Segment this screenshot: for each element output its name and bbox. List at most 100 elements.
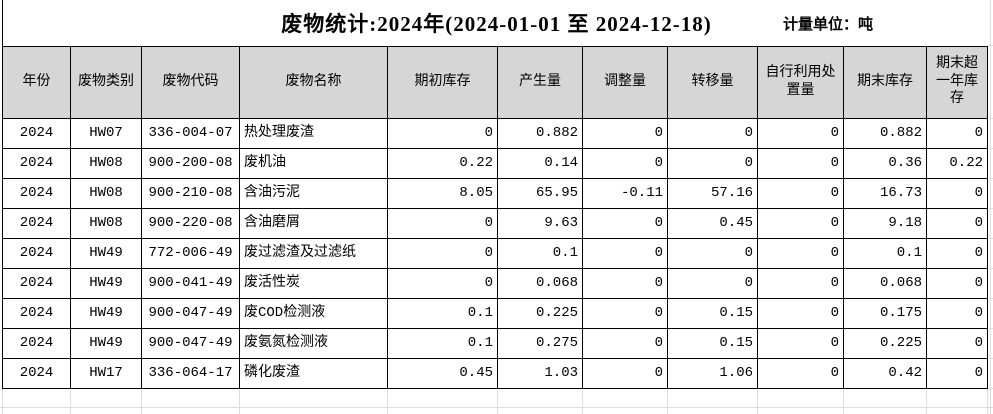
cell-year[interactable]: 2024 xyxy=(3,209,71,239)
cell-closing-stock[interactable]: 0.175 xyxy=(844,299,927,329)
cell-closing-stock[interactable]: 0.882 xyxy=(844,119,927,149)
cell-generated[interactable]: 0.14 xyxy=(498,149,583,179)
cell-self-disposed[interactable]: 0 xyxy=(758,329,844,359)
cell-transferred[interactable]: 0.15 xyxy=(668,329,758,359)
cell-generated[interactable]: 0.275 xyxy=(498,329,583,359)
cell-opening-stock[interactable]: 0.1 xyxy=(388,299,498,329)
cell-opening-stock[interactable]: 0 xyxy=(388,119,498,149)
cell-closing-over-one-year[interactable]: 0 xyxy=(927,269,988,299)
column-header-waste-category[interactable]: 废物类别 xyxy=(71,47,142,119)
cell-transferred[interactable]: 0.45 xyxy=(668,209,758,239)
cell-year[interactable]: 2024 xyxy=(3,269,71,299)
cell-year[interactable]: 2024 xyxy=(3,239,71,269)
cell-waste-category[interactable]: HW17 xyxy=(71,359,142,389)
cell-adjusted[interactable]: 0 xyxy=(583,209,668,239)
cell-adjusted[interactable]: 0 xyxy=(583,359,668,389)
cell-waste-name[interactable]: 废机油 xyxy=(240,149,388,179)
cell-waste-name[interactable]: 含油污泥 xyxy=(240,179,388,209)
cell-adjusted[interactable]: 0 xyxy=(583,119,668,149)
cell-transferred[interactable]: 1.06 xyxy=(668,359,758,389)
cell-adjusted[interactable]: 0 xyxy=(583,299,668,329)
cell-waste-name[interactable]: 热处理废渣 xyxy=(240,119,388,149)
cell-waste-code[interactable]: 900-041-49 xyxy=(142,269,240,299)
cell-waste-code[interactable]: 772-006-49 xyxy=(142,239,240,269)
column-header-generated[interactable]: 产生量 xyxy=(498,47,583,119)
cell-self-disposed[interactable]: 0 xyxy=(758,359,844,389)
cell-closing-stock[interactable]: 0.42 xyxy=(844,359,927,389)
cell-waste-category[interactable]: HW08 xyxy=(71,149,142,179)
cell-opening-stock[interactable]: 0 xyxy=(388,269,498,299)
cell-closing-over-one-year[interactable]: 0 xyxy=(927,209,988,239)
cell-closing-stock[interactable]: 9.18 xyxy=(844,209,927,239)
column-header-self-disposed[interactable]: 自行利用处置量 xyxy=(758,47,844,119)
cell-generated[interactable]: 1.03 xyxy=(498,359,583,389)
cell-waste-name[interactable]: 废COD检测液 xyxy=(240,299,388,329)
cell-waste-code[interactable]: 900-210-08 xyxy=(142,179,240,209)
cell-self-disposed[interactable]: 0 xyxy=(758,119,844,149)
column-header-waste-name[interactable]: 废物名称 xyxy=(240,47,388,119)
cell-year[interactable]: 2024 xyxy=(3,149,71,179)
cell-closing-stock[interactable]: 0.1 xyxy=(844,239,927,269)
cell-self-disposed[interactable]: 0 xyxy=(758,239,844,269)
cell-closing-stock[interactable]: 0.068 xyxy=(844,269,927,299)
cell-opening-stock[interactable]: 8.05 xyxy=(388,179,498,209)
cell-closing-stock[interactable]: 16.73 xyxy=(844,179,927,209)
cell-waste-category[interactable]: HW08 xyxy=(71,179,142,209)
cell-self-disposed[interactable]: 0 xyxy=(758,299,844,329)
cell-waste-name[interactable]: 磷化废渣 xyxy=(240,359,388,389)
column-header-adjusted[interactable]: 调整量 xyxy=(583,47,668,119)
cell-waste-code[interactable]: 900-047-49 xyxy=(142,329,240,359)
cell-transferred[interactable]: 0 xyxy=(668,239,758,269)
cell-waste-code[interactable]: 900-220-08 xyxy=(142,209,240,239)
cell-generated[interactable]: 65.95 xyxy=(498,179,583,209)
cell-transferred[interactable]: 57.16 xyxy=(668,179,758,209)
cell-waste-name[interactable]: 废过滤渣及过滤纸 xyxy=(240,239,388,269)
cell-opening-stock[interactable]: 0.1 xyxy=(388,329,498,359)
cell-waste-category[interactable]: HW49 xyxy=(71,269,142,299)
cell-waste-category[interactable]: HW49 xyxy=(71,329,142,359)
cell-closing-over-one-year[interactable]: 0 xyxy=(927,119,988,149)
cell-adjusted[interactable]: 0 xyxy=(583,149,668,179)
cell-waste-name[interactable]: 废活性炭 xyxy=(240,269,388,299)
cell-transferred[interactable]: 0 xyxy=(668,119,758,149)
cell-adjusted[interactable]: 0 xyxy=(583,329,668,359)
cell-opening-stock[interactable]: 0 xyxy=(388,209,498,239)
cell-waste-code[interactable]: 900-047-49 xyxy=(142,299,240,329)
cell-closing-over-one-year[interactable]: 0 xyxy=(927,329,988,359)
cell-generated[interactable]: 0.068 xyxy=(498,269,583,299)
cell-closing-stock[interactable]: 0.36 xyxy=(844,149,927,179)
cell-waste-code[interactable]: 900-200-08 xyxy=(142,149,240,179)
cell-adjusted[interactable]: 0 xyxy=(583,239,668,269)
cell-opening-stock[interactable]: 0.45 xyxy=(388,359,498,389)
cell-year[interactable]: 2024 xyxy=(3,299,71,329)
cell-waste-category[interactable]: HW49 xyxy=(71,239,142,269)
cell-adjusted[interactable]: 0 xyxy=(583,269,668,299)
cell-adjusted[interactable]: -0.11 xyxy=(583,179,668,209)
cell-waste-category[interactable]: HW49 xyxy=(71,299,142,329)
cell-year[interactable]: 2024 xyxy=(3,329,71,359)
column-header-transferred[interactable]: 转移量 xyxy=(668,47,758,119)
cell-opening-stock[interactable]: 0.22 xyxy=(388,149,498,179)
column-header-year[interactable]: 年份 xyxy=(3,47,71,119)
cell-self-disposed[interactable]: 0 xyxy=(758,209,844,239)
cell-waste-name[interactable]: 废氨氮检测液 xyxy=(240,329,388,359)
cell-closing-over-one-year[interactable]: 0 xyxy=(927,299,988,329)
cell-closing-over-one-year[interactable]: 0 xyxy=(927,239,988,269)
cell-generated[interactable]: 0.1 xyxy=(498,239,583,269)
cell-opening-stock[interactable]: 0 xyxy=(388,239,498,269)
cell-waste-name[interactable]: 含油磨屑 xyxy=(240,209,388,239)
cell-year[interactable]: 2024 xyxy=(3,119,71,149)
cell-self-disposed[interactable]: 0 xyxy=(758,179,844,209)
cell-year[interactable]: 2024 xyxy=(3,359,71,389)
cell-transferred[interactable]: 0 xyxy=(668,269,758,299)
cell-transferred[interactable]: 0.15 xyxy=(668,299,758,329)
cell-self-disposed[interactable]: 0 xyxy=(758,269,844,299)
column-header-closing-over-one-year[interactable]: 期末超一年库存 xyxy=(927,47,988,119)
cell-generated[interactable]: 0.882 xyxy=(498,119,583,149)
cell-transferred[interactable]: 0 xyxy=(668,149,758,179)
cell-waste-code[interactable]: 336-004-07 xyxy=(142,119,240,149)
cell-waste-category[interactable]: HW07 xyxy=(71,119,142,149)
cell-closing-over-one-year[interactable]: 0.22 xyxy=(927,149,988,179)
column-header-opening-stock[interactable]: 期初库存 xyxy=(388,47,498,119)
cell-closing-over-one-year[interactable]: 0 xyxy=(927,179,988,209)
